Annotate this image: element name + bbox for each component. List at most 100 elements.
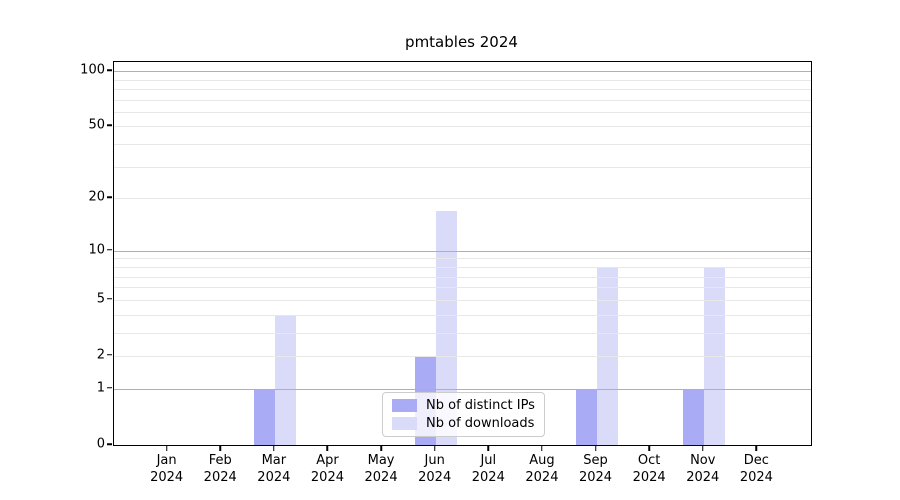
x-tick-jan	[165, 446, 168, 451]
x-label-year: 2024	[632, 470, 666, 485]
gridline-major-10	[114, 250, 811, 252]
x-tick-may	[380, 446, 382, 451]
x-tick-label-sep: Sep 2024	[579, 452, 612, 486]
chart-title: pmtables 2024	[405, 33, 518, 51]
bar-downloads-jun	[435, 210, 457, 445]
gridline-minor-20	[114, 198, 811, 200]
legend-label: Nb of distinct IPs	[426, 398, 535, 413]
x-tick-label-apr: Apr 2024	[311, 452, 344, 486]
legend-item: Nb of distinct IPs	[392, 398, 535, 413]
y-tick-1	[107, 387, 112, 389]
legend-swatch-downloads	[392, 417, 417, 430]
x-label-year: 2024	[739, 470, 773, 485]
x-label-year: 2024	[364, 470, 398, 485]
x-label-month: Jul	[480, 453, 497, 468]
x-label-month: Sep	[583, 453, 608, 468]
y-axis: 0 1 2 5 10 20 50 100	[0, 61, 105, 452]
y-tick-2	[107, 354, 112, 356]
gridline-minor-7	[114, 276, 811, 278]
y-tick-label-0: 0	[96, 436, 105, 452]
gridline-minor-6	[114, 287, 811, 289]
x-label-year: 2024	[471, 470, 505, 485]
x-tick-label-oct: Oct 2024	[633, 452, 666, 486]
bar-distinct-ips-sep	[575, 388, 597, 445]
gridline-minor-40	[114, 144, 811, 146]
x-tick-nov	[702, 446, 704, 451]
x-label-year: 2024	[525, 470, 559, 485]
x-label-month: Feb	[208, 453, 232, 468]
gridline-minor-8	[114, 266, 811, 268]
legend-label: Nb of downloads	[426, 416, 535, 431]
bar-distinct-ips-mar	[253, 388, 275, 445]
gridline-minor-50	[114, 126, 811, 128]
x-axis: Jan 2024 Feb 2024 Mar 2024 Apr 2024 May 2024 Jun 20…	[113, 452, 810, 492]
x-tick-oct	[648, 446, 650, 451]
gridline-minor-9	[114, 258, 811, 260]
x-label-year: 2024	[686, 470, 720, 485]
legend-item: Nb of downloads	[392, 416, 535, 431]
x-tick-label-nov: Nov 2024	[686, 452, 719, 486]
x-tick-label-aug: Aug 2024	[525, 452, 558, 486]
x-tick-label-mar: Mar 2024	[257, 452, 290, 486]
x-tick-aug	[541, 446, 543, 451]
plot-area	[113, 61, 812, 446]
x-tick-feb	[219, 446, 221, 451]
x-label-month: Jun	[424, 453, 445, 468]
y-tick-100	[107, 69, 112, 71]
gridline-minor-30	[114, 166, 811, 168]
x-label-month: Mar	[261, 453, 287, 468]
gridline-minor-70	[114, 99, 811, 101]
x-tick-dec	[755, 446, 758, 451]
x-label-month: Jan	[156, 453, 177, 468]
y-tick-50	[107, 124, 112, 127]
x-tick-sep	[594, 446, 597, 451]
x-tick-label-jun: Jun 2024	[418, 452, 451, 486]
y-tick-label-10: 10	[88, 242, 105, 258]
gridline-minor-4	[114, 314, 811, 316]
x-tick-label-jan: Jan 2024	[150, 452, 183, 486]
legend: Nb of distinct IPs Nb of downloads	[382, 392, 545, 437]
bar-downloads-mar	[274, 314, 296, 445]
x-tick-apr	[326, 446, 329, 451]
x-tick-label-dec: Dec 2024	[740, 452, 773, 486]
x-label-month: May	[367, 453, 395, 468]
gridline-minor-80	[114, 88, 811, 90]
gridline-minor-3	[114, 332, 811, 334]
x-label-year: 2024	[203, 470, 237, 485]
x-label-year: 2024	[310, 470, 344, 485]
y-tick-5	[107, 298, 112, 300]
x-tick-mar	[273, 446, 275, 451]
x-tick-label-may: May 2024	[365, 452, 398, 486]
bar-distinct-ips-nov	[682, 388, 704, 445]
gridline-minor-2	[114, 355, 811, 357]
gridline-minor-90	[114, 79, 811, 81]
x-tick-label-feb: Feb 2024	[204, 452, 237, 486]
y-tick-label-20: 20	[88, 189, 105, 205]
y-tick-10	[107, 248, 112, 251]
x-label-month: Dec	[743, 453, 769, 468]
y-tick-20	[107, 196, 112, 199]
x-label-year: 2024	[257, 470, 291, 485]
x-label-year: 2024	[150, 470, 184, 485]
gridline-minor-60	[114, 111, 811, 113]
y-tick-label-100: 100	[80, 62, 105, 78]
x-tick-jun	[433, 446, 436, 451]
x-tick-jul	[487, 446, 490, 451]
x-tick-label-jul: Jul 2024	[472, 452, 505, 486]
y-tick-label-5: 5	[96, 291, 105, 307]
x-label-month: Apr	[316, 453, 339, 468]
x-label-year: 2024	[418, 470, 452, 485]
legend-swatch-distinct-ips	[392, 399, 417, 412]
y-tick-label-2: 2	[96, 347, 105, 363]
x-label-month: Nov	[690, 453, 716, 468]
x-label-month: Oct	[637, 453, 661, 468]
x-label-month: Aug	[529, 453, 555, 468]
y-tick-label-1: 1	[96, 380, 105, 396]
y-tick-0	[107, 443, 112, 445]
x-label-year: 2024	[578, 470, 613, 485]
gridline-major-100	[114, 71, 811, 73]
gridline-major-1	[114, 388, 811, 390]
y-tick-label-50: 50	[88, 117, 105, 133]
gridline-minor-5	[114, 299, 811, 301]
